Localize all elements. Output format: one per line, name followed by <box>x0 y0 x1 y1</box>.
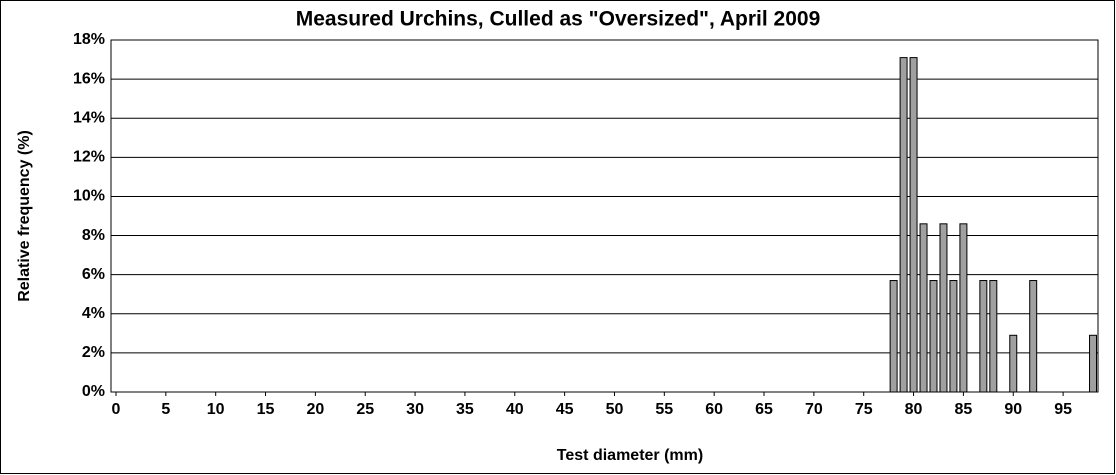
y-tick-label: 4% <box>82 305 105 322</box>
y-tick-label: 10% <box>73 188 105 205</box>
y-tick-label: 6% <box>82 266 105 283</box>
x-tick-label: 90 <box>1004 401 1022 418</box>
y-tick-label: 16% <box>73 70 105 87</box>
bar <box>929 280 938 393</box>
x-tick-label: 60 <box>705 401 723 418</box>
bar <box>959 223 968 393</box>
bar <box>889 280 898 393</box>
x-tick-label: 15 <box>257 401 275 418</box>
y-tick-label: 2% <box>82 344 105 361</box>
y-tick-label: 8% <box>82 227 105 244</box>
x-tick-label: 50 <box>606 401 624 418</box>
y-axis-title: Relative frequency (%) <box>16 130 33 302</box>
bar <box>899 57 908 393</box>
x-tick-label: 30 <box>406 401 424 418</box>
y-tick-label: 18% <box>73 31 105 48</box>
x-axis-title: Test diameter (mm) <box>557 447 703 464</box>
y-tick-label: 14% <box>73 109 105 126</box>
x-tick-label: 40 <box>506 401 524 418</box>
bar <box>989 280 998 393</box>
x-tick-label: 5 <box>161 401 170 418</box>
bar <box>939 223 948 393</box>
x-tick-label: 70 <box>805 401 823 418</box>
x-tick-label: 0 <box>112 401 121 418</box>
x-tick-label: 45 <box>556 401 574 418</box>
x-tick-label: 75 <box>855 401 873 418</box>
x-tick-label: 10 <box>207 401 225 418</box>
bar <box>1089 334 1098 393</box>
y-tick-label: 12% <box>73 149 105 166</box>
chart-title: Measured Urchins, Culled as "Oversized",… <box>296 8 821 31</box>
x-tick-label: 85 <box>955 401 973 418</box>
bar <box>1029 280 1038 393</box>
x-tick-label: 95 <box>1054 401 1072 418</box>
x-tick-label: 25 <box>356 401 374 418</box>
x-tick-label: 35 <box>456 401 474 418</box>
x-tick-label: 65 <box>755 401 773 418</box>
x-tick-label: 55 <box>655 401 673 418</box>
x-tick-label: 80 <box>905 401 923 418</box>
x-tick-label: 20 <box>306 401 324 418</box>
bar <box>979 280 988 393</box>
bar <box>919 223 928 393</box>
y-tick-label: 0% <box>82 383 105 400</box>
bar <box>1009 334 1018 393</box>
bar <box>949 280 958 393</box>
bar <box>909 57 918 393</box>
